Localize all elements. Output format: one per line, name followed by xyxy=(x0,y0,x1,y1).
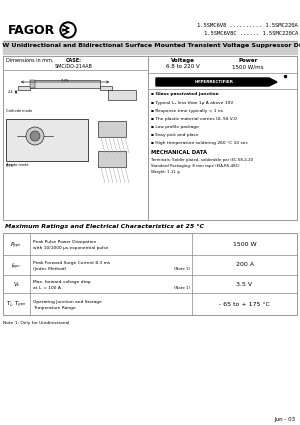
Text: Jun - 03: Jun - 03 xyxy=(274,417,295,422)
Text: with 10/1000 μs exponential pulse: with 10/1000 μs exponential pulse xyxy=(33,246,108,250)
Text: 1500 W/ms: 1500 W/ms xyxy=(232,64,264,69)
Text: (Note 1): (Note 1) xyxy=(174,267,190,271)
Text: Terminals: Solder plated, solderable per IEC 68-2-20: Terminals: Solder plated, solderable per… xyxy=(151,158,253,162)
Text: FAGOR: FAGOR xyxy=(8,23,55,37)
Bar xyxy=(6,119,88,161)
Text: Dimensions in mm.: Dimensions in mm. xyxy=(6,58,53,63)
Text: Operating Junction and Storage: Operating Junction and Storage xyxy=(33,300,102,304)
Text: MECHANICAL DATA: MECHANICAL DATA xyxy=(151,150,207,155)
Text: (Jedec Method): (Jedec Method) xyxy=(33,267,66,271)
Bar xyxy=(100,86,112,90)
Text: SMC/DO-214AB: SMC/DO-214AB xyxy=(55,63,93,68)
Text: at Iₑ = 100 A: at Iₑ = 100 A xyxy=(33,286,61,290)
Text: 7.75: 7.75 xyxy=(6,164,14,168)
Text: Temperature Range: Temperature Range xyxy=(33,306,76,310)
Text: Cathode mode: Cathode mode xyxy=(6,109,32,113)
Text: 200 A: 200 A xyxy=(236,263,253,267)
Text: Max. forward voltage drop: Max. forward voltage drop xyxy=(33,280,91,284)
Text: Pₚₚₙ: Pₚₚₙ xyxy=(11,241,22,246)
Text: 3.5 V: 3.5 V xyxy=(236,281,253,286)
Bar xyxy=(3,233,297,315)
Bar xyxy=(3,42,297,54)
Text: Weight: 1.11 g: Weight: 1.11 g xyxy=(151,170,180,174)
Circle shape xyxy=(62,24,74,36)
Text: HYPERRECTIFIER: HYPERRECTIFIER xyxy=(195,80,234,84)
Bar xyxy=(3,56,297,220)
Text: Power: Power xyxy=(238,58,258,63)
Text: 2.4: 2.4 xyxy=(8,90,13,94)
Text: Peak Pulse Power Dissipation: Peak Pulse Power Dissipation xyxy=(33,240,96,244)
Text: Standard Packaging: 8 mm tape (EIA-RS-481): Standard Packaging: 8 mm tape (EIA-RS-48… xyxy=(151,164,240,168)
Text: CASE:: CASE: xyxy=(66,58,82,63)
Bar xyxy=(98,151,126,167)
Text: Note 1: Only for Unidirectional: Note 1: Only for Unidirectional xyxy=(3,321,69,325)
Text: 1500 W Unidirectional and Bidirectional Surface Mounted Transient Voltage Suppre: 1500 W Unidirectional and Bidirectional … xyxy=(0,43,300,48)
Bar xyxy=(108,90,136,100)
Text: ▪ Easy pick and place: ▪ Easy pick and place xyxy=(151,133,199,137)
Text: ▪ Glass passivated junction: ▪ Glass passivated junction xyxy=(151,92,219,96)
Text: ▪ The plastic material carries UL 94 V-0: ▪ The plastic material carries UL 94 V-0 xyxy=(151,117,237,121)
Text: Voltage: Voltage xyxy=(171,58,195,63)
Text: 7.75: 7.75 xyxy=(61,79,69,83)
Text: ▪ Response time typically < 1 ns: ▪ Response time typically < 1 ns xyxy=(151,109,223,113)
Text: (Note 1): (Note 1) xyxy=(174,286,190,290)
Text: Anode mode: Anode mode xyxy=(6,163,28,167)
Text: ▪ High temperature soldering 260 °C 10 sec: ▪ High temperature soldering 260 °C 10 s… xyxy=(151,141,248,145)
Text: Tⱼ, Tₚₚₙ: Tⱼ, Tₚₚₙ xyxy=(8,301,26,306)
Text: 1500 W: 1500 W xyxy=(233,241,256,246)
Text: ▪ Low profile package: ▪ Low profile package xyxy=(151,125,199,129)
Text: 1.5SMC6V8C ...... 1.5SMC220CA: 1.5SMC6V8C ...... 1.5SMC220CA xyxy=(204,31,298,36)
Bar xyxy=(3,41,297,42)
Text: Vₑ: Vₑ xyxy=(14,281,20,286)
Text: 6.8 to 220 V: 6.8 to 220 V xyxy=(166,64,200,69)
Text: Peak Forward Surge Current 8.3 ms: Peak Forward Surge Current 8.3 ms xyxy=(33,261,110,265)
Text: ▪ Typical I₂₂ less than 1μ A above 10V: ▪ Typical I₂₂ less than 1μ A above 10V xyxy=(151,101,233,105)
Text: - 65 to + 175 °C: - 65 to + 175 °C xyxy=(219,301,270,306)
Circle shape xyxy=(26,127,44,145)
Circle shape xyxy=(60,22,76,38)
Bar xyxy=(30,80,100,88)
Bar xyxy=(98,121,126,137)
Text: 1.5SMC6V8 .......... 1.5SMC220A: 1.5SMC6V8 .......... 1.5SMC220A xyxy=(197,23,298,28)
Bar xyxy=(30,80,35,88)
Text: Iₚₚₙ: Iₚₚₙ xyxy=(12,263,21,267)
Text: Maximum Ratings and Electrical Characteristics at 25 °C: Maximum Ratings and Electrical Character… xyxy=(5,224,204,229)
Circle shape xyxy=(30,131,40,141)
Bar xyxy=(18,86,30,90)
Polygon shape xyxy=(156,78,277,86)
